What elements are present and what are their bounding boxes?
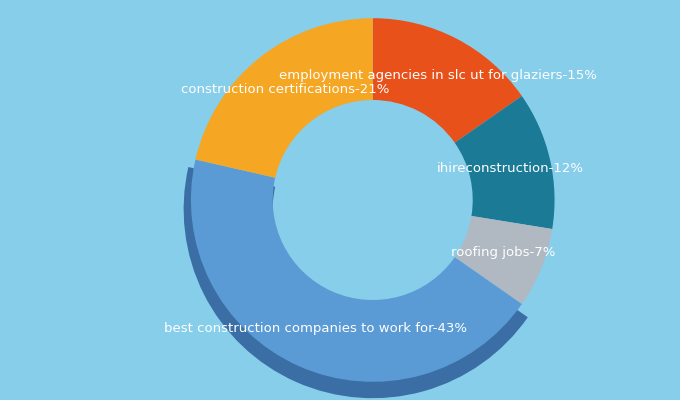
Wedge shape bbox=[373, 18, 522, 143]
Text: ihireconstruction-12%: ihireconstruction-12% bbox=[437, 162, 583, 175]
Text: construction certifications-21%: construction certifications-21% bbox=[181, 83, 389, 96]
Wedge shape bbox=[455, 96, 555, 229]
Text: best construction companies to work for-43%: best construction companies to work for-… bbox=[164, 322, 467, 335]
Text: roofing jobs-7%: roofing jobs-7% bbox=[451, 246, 556, 259]
Text: employment agencies in slc ut for glaziers-15%: employment agencies in slc ut for glazie… bbox=[279, 68, 597, 82]
Wedge shape bbox=[455, 216, 552, 304]
Wedge shape bbox=[195, 18, 373, 178]
Wedge shape bbox=[191, 160, 522, 382]
Wedge shape bbox=[184, 167, 528, 398]
